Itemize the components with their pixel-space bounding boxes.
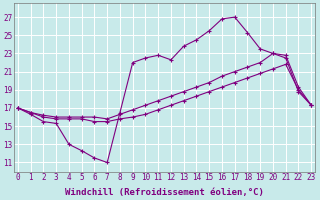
X-axis label: Windchill (Refroidissement éolien,°C): Windchill (Refroidissement éolien,°C) bbox=[65, 188, 264, 197]
